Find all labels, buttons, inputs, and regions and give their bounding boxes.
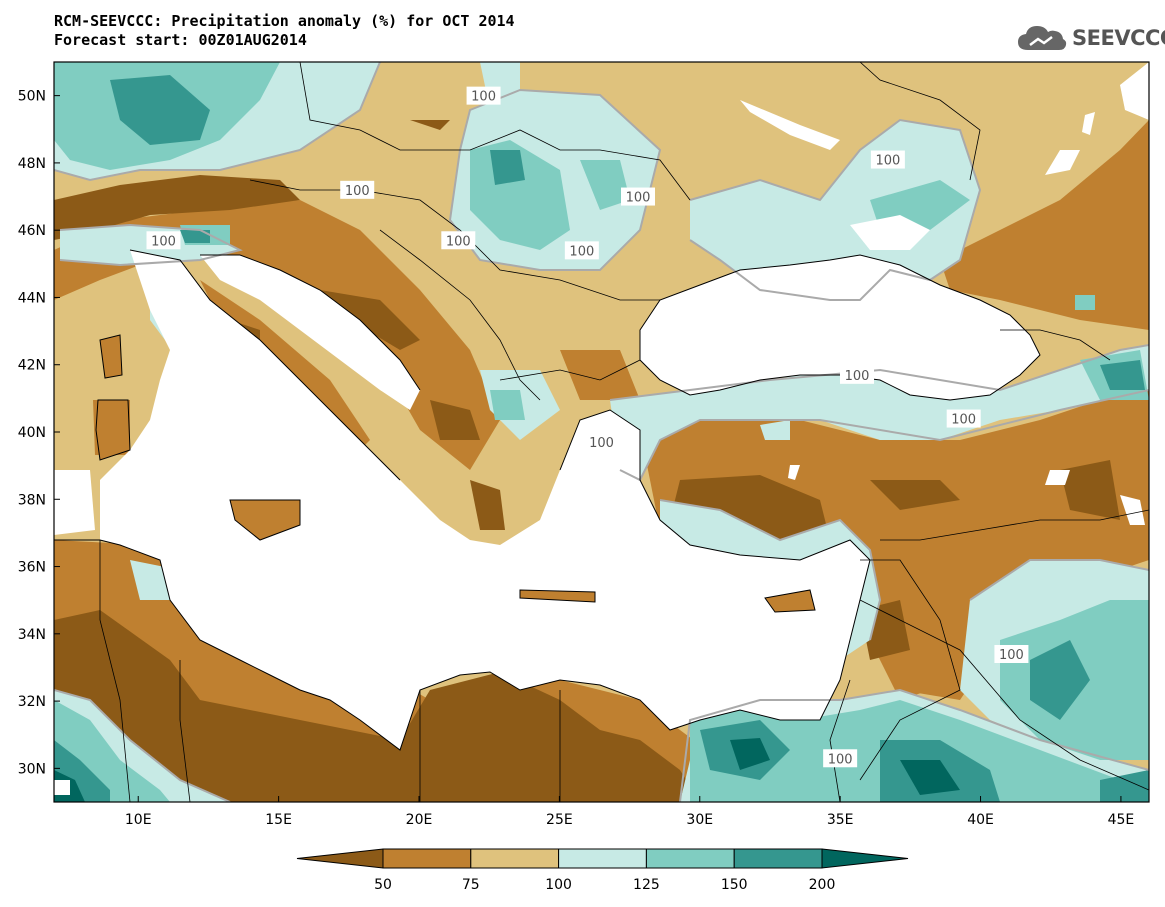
x-tick-label: 20E <box>406 812 433 828</box>
y-tick-label: 44N <box>18 290 46 306</box>
contour-label-bg <box>564 241 599 260</box>
cloud-icon <box>1018 26 1067 50</box>
contour-label: 100 <box>828 752 853 767</box>
contour-label: 100 <box>569 244 594 259</box>
contour-label-bg <box>840 365 874 384</box>
x-tick-label: 35E <box>827 812 854 828</box>
colorbar-segment <box>296 848 384 869</box>
contour-label-bg <box>870 150 905 169</box>
colorbar: 50 75 100 125 150 200 <box>296 848 909 893</box>
y-tick-label: 42N <box>18 358 46 374</box>
contour-label: 100 <box>999 648 1024 663</box>
x-tick-label: 25E <box>546 812 573 828</box>
contour-100 <box>54 62 1149 802</box>
colorbar-segment <box>821 848 909 869</box>
coastlines <box>54 249 1041 751</box>
contour-label-bg <box>823 749 858 768</box>
contour-label-bg <box>994 645 1029 663</box>
contour-label-bg <box>441 231 476 250</box>
colorbar-label: 100 <box>545 877 572 893</box>
contour-label: 100 <box>345 184 370 199</box>
contour-label: 100 <box>151 234 176 249</box>
contour-label: 100 <box>589 436 614 451</box>
y-tick-label: 38N <box>18 492 46 508</box>
contour-label: 100 <box>446 234 471 249</box>
x-tick-label: 10E <box>125 812 152 828</box>
x-axis: 10E 15E 20E 25E 30E 35E 40E 45E <box>125 796 1134 828</box>
contour-label-bg <box>146 231 181 250</box>
y-tick-label: 50N <box>18 89 46 105</box>
map-title: RCM-SEEVCCC: Precipitation anomaly (%) f… <box>54 12 515 50</box>
y-tick-label: 32N <box>18 694 46 710</box>
country-borders <box>99 62 1149 802</box>
contour-label: 100 <box>951 413 976 428</box>
y-tick-label: 48N <box>18 156 46 172</box>
contour-label-bg <box>621 187 655 206</box>
logo-text: SEEVCCC <box>1072 26 1165 50</box>
y-tick-label: 30N <box>18 761 46 777</box>
x-tick-label: 30E <box>686 812 713 828</box>
colorbar-segment <box>733 848 823 869</box>
colorbar-label: 200 <box>809 877 836 893</box>
colorbar-segment <box>470 848 560 869</box>
y-tick-label: 40N <box>18 425 46 441</box>
title-line-2: Forecast start: 00Z01AUG2014 <box>54 31 307 49</box>
colorbar-label: 50 <box>374 877 392 893</box>
colorbar-segment <box>382 848 472 869</box>
colorbar-label: 125 <box>633 877 660 893</box>
contour-label-bg <box>584 433 619 452</box>
colorbar-segment <box>558 848 647 869</box>
x-tick-label: 40E <box>967 812 994 828</box>
y-tick-label: 36N <box>18 560 46 576</box>
y-tick-label: 34N <box>18 627 46 643</box>
map-plot-area <box>54 62 1149 802</box>
seevccc-logo: SEEVCCC <box>1016 20 1165 56</box>
contour-label-bg <box>946 409 981 428</box>
y-axis: 50N 48N 46N 44N 42N 40N 38N 36N 34N 32N 30N <box>18 89 60 777</box>
x-tick-label: 45E <box>1108 812 1135 828</box>
title-line-1: RCM-SEEVCCC: Precipitation anomaly (%) f… <box>54 12 515 30</box>
contour-label-bg <box>340 180 375 199</box>
sea-mask <box>54 62 1149 795</box>
colorbar-label: 75 <box>462 877 480 893</box>
contour-labels: 100 100 100 100 100 100 100 100 100 100 100 100 <box>146 86 1029 768</box>
y-tick-label: 46N <box>18 223 46 239</box>
contour-label: 100 <box>845 369 870 384</box>
colorbar-segment <box>645 848 735 869</box>
x-tick-label: 15E <box>265 812 292 828</box>
contour-label: 100 <box>875 154 900 169</box>
contour-label-bg <box>466 86 501 105</box>
contour-label: 100 <box>471 90 496 105</box>
colorbar-label: 150 <box>721 877 748 893</box>
contour-label: 100 <box>626 191 651 206</box>
